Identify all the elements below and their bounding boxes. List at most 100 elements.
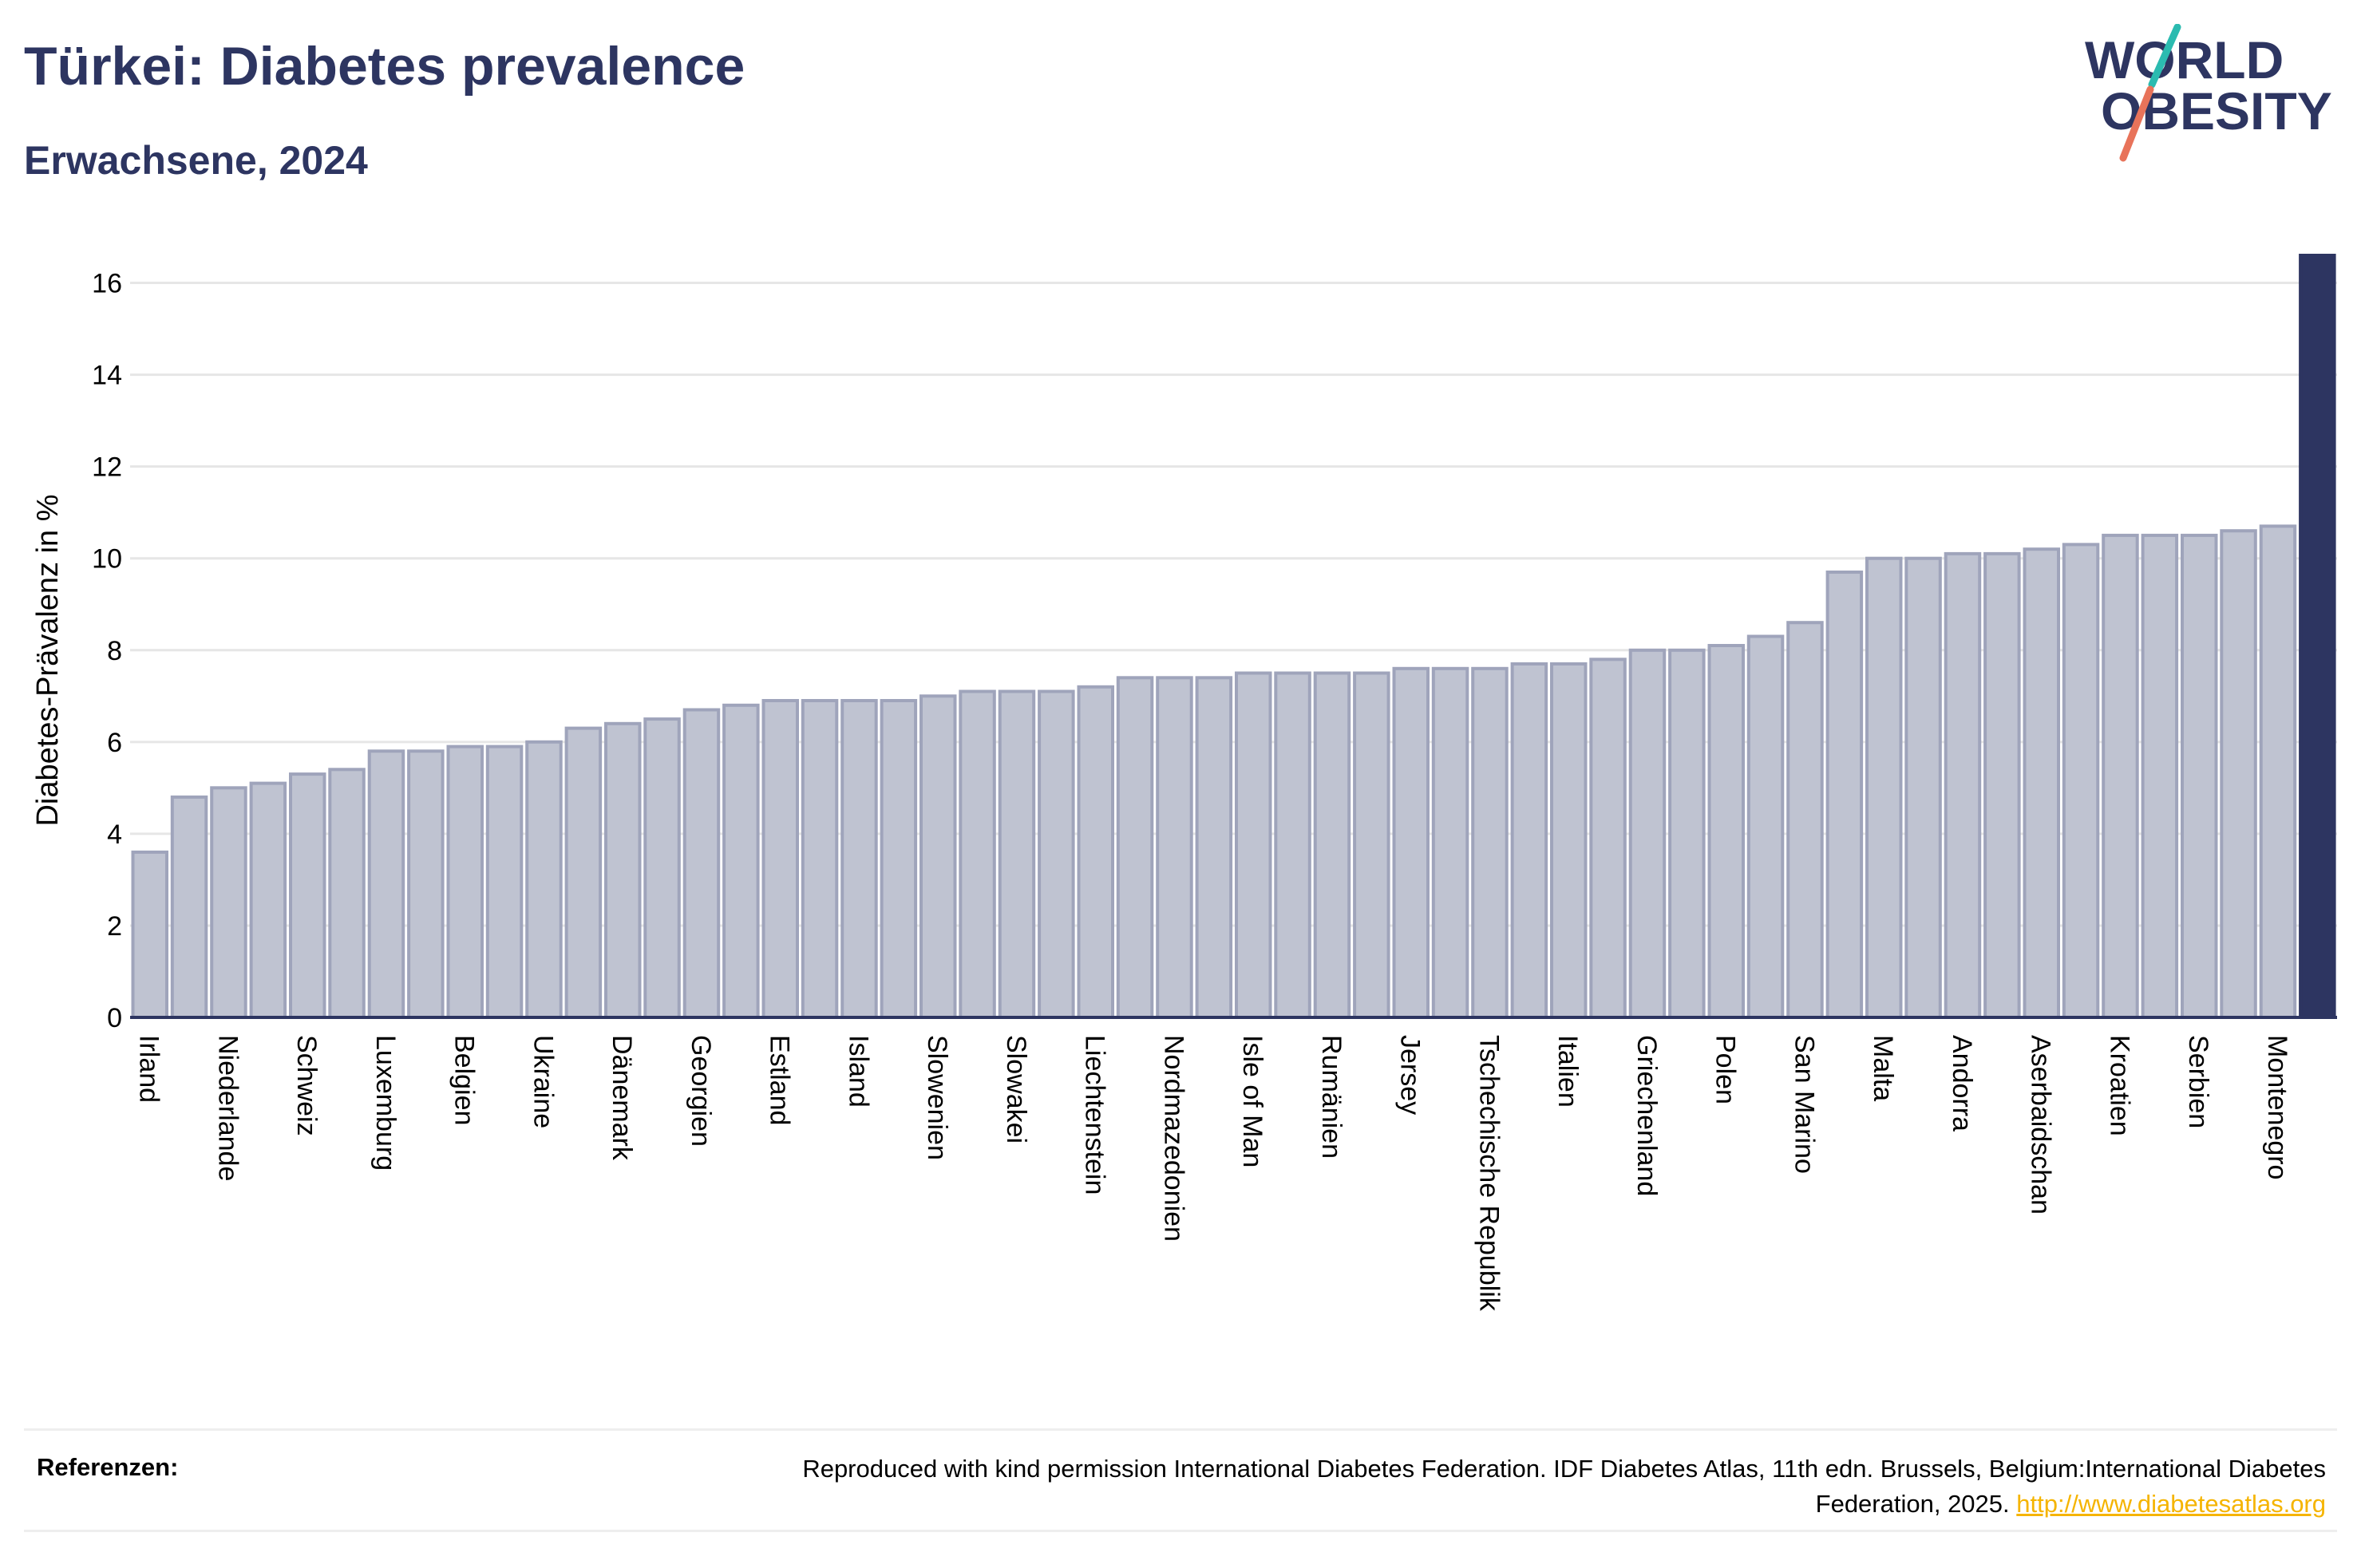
bar — [1746, 634, 1785, 1019]
bar — [1550, 662, 1588, 1019]
bar — [1156, 676, 1193, 1019]
x-tick-label: Niederlande — [212, 1035, 243, 1181]
bar — [2220, 529, 2257, 1019]
bar — [801, 699, 839, 1019]
y-tick-label: 14 — [92, 361, 122, 391]
bar — [880, 699, 918, 1019]
references-text-block: Reproduced with kind permission Internat… — [730, 1451, 2326, 1522]
x-tick-label: Serbien — [2183, 1035, 2213, 1128]
bar — [407, 749, 445, 1019]
bar — [643, 717, 681, 1019]
bar — [1077, 685, 1114, 1019]
bar — [2023, 547, 2060, 1019]
y-tick-label: 2 — [107, 911, 122, 942]
x-tick-label: Luxemburg — [370, 1035, 401, 1171]
bar — [2102, 533, 2139, 1019]
x-tick-label: Irland — [134, 1035, 164, 1103]
bar — [564, 726, 603, 1019]
bar — [682, 708, 721, 1019]
bar — [1589, 658, 1627, 1019]
x-tick-label: Polen — [1710, 1035, 1741, 1104]
x-tick-label: Estland — [765, 1035, 795, 1125]
x-tick-label: Slowenien — [922, 1035, 952, 1160]
bar — [761, 699, 799, 1019]
chart-title: Türkei: Diabetes prevalence — [24, 36, 745, 97]
bar — [998, 689, 1036, 1019]
bar — [1116, 676, 1154, 1019]
logo-slash-top — [2148, 24, 2181, 89]
logo-slash-bottom — [2119, 85, 2154, 162]
references-link[interactable]: http://www.diabetesatlas.org — [2016, 1490, 2326, 1518]
bar — [1865, 556, 1903, 1019]
bar — [131, 850, 168, 1020]
axis-layer: 0 2 4 6 8 10 12 14 16 Irland Niederlande Schweiz Lux… — [31, 269, 2337, 1312]
bars-layer — [131, 254, 2336, 1020]
x-tick-label: Rumänien — [1316, 1035, 1347, 1159]
bar — [210, 786, 247, 1019]
references-label: Referenzen: — [37, 1453, 179, 1481]
x-tick-label: Andorra — [1947, 1035, 1977, 1132]
bar — [919, 694, 957, 1019]
y-tick-label: 6 — [107, 728, 122, 758]
bar — [1313, 671, 1351, 1019]
bar — [2141, 533, 2179, 1019]
bar — [1983, 551, 2021, 1019]
bar — [485, 745, 524, 1019]
bar — [446, 745, 484, 1019]
x-tick-label: San Marino — [1789, 1035, 1819, 1174]
bar — [1038, 689, 1075, 1019]
logo-text-world: WORLD — [2085, 30, 2284, 89]
bar — [1274, 671, 1311, 1019]
bar — [525, 740, 563, 1019]
y-tick-label: 10 — [92, 544, 122, 575]
bar — [1628, 648, 1667, 1019]
y-tick-label: 16 — [92, 269, 122, 299]
x-tick-label: Montenegro — [2262, 1035, 2292, 1179]
bar — [1707, 644, 1745, 1019]
x-tick-label: Slowakei — [1001, 1035, 1031, 1143]
bar — [170, 795, 208, 1020]
chart-subtitle: Erwachsene, 2024 — [24, 138, 368, 183]
bar — [1786, 621, 1824, 1019]
world-obesity-logo[interactable]: WORLD OBESITY — [2075, 24, 2339, 168]
x-tick-label: Liechtenstein — [1080, 1035, 1110, 1195]
bar — [1471, 666, 1509, 1019]
bar — [722, 703, 760, 1019]
bar — [840, 699, 878, 1019]
bar-chart: 0 2 4 6 8 10 12 14 16 Irland Niederlande Schweiz Lux… — [31, 254, 2337, 1312]
bar — [2062, 543, 2100, 1019]
x-tick-label: Georgien — [686, 1035, 716, 1147]
x-tick-label: Ukraine — [528, 1035, 558, 1128]
y-tick-label: 12 — [92, 452, 122, 483]
bar — [1904, 556, 1942, 1019]
bar — [289, 772, 326, 1019]
bar — [2299, 254, 2336, 1019]
bar — [1668, 648, 1706, 1019]
bar — [249, 781, 287, 1019]
bar — [1353, 671, 1390, 1019]
bar — [1431, 666, 1469, 1019]
y-axis-title: Diabetes-Prävalenz in % — [31, 494, 65, 826]
references-box: Referenzen: Reproduced with kind permiss… — [24, 1428, 2337, 1532]
bar — [2259, 524, 2297, 1019]
bar — [1195, 676, 1233, 1019]
x-tick-label: Jersey — [1395, 1035, 1426, 1115]
bar — [1825, 571, 1864, 1019]
x-tick-label: Isle of Man — [1237, 1035, 1268, 1167]
bar — [2181, 533, 2218, 1019]
y-tick-label: 0 — [107, 1003, 122, 1033]
references-text: Reproduced with kind permission Internat… — [802, 1455, 2326, 1518]
bar — [604, 721, 642, 1019]
x-tick-label: Malta — [1868, 1035, 1898, 1101]
x-tick-label: Griechenland — [1631, 1035, 1662, 1196]
x-tick-label: Italien — [1552, 1035, 1583, 1108]
x-tick-label: Kroatien — [2104, 1035, 2134, 1136]
x-tick-label: Island — [843, 1035, 873, 1108]
bar — [1944, 551, 1982, 1019]
y-tick-label: 8 — [107, 636, 122, 666]
bar — [1510, 662, 1548, 1019]
x-tick-label: Belgien — [449, 1035, 480, 1125]
x-tick-label: Nordmazedonien — [1158, 1035, 1188, 1242]
bar — [959, 689, 996, 1019]
x-tick-label: Dänemark — [607, 1035, 637, 1161]
